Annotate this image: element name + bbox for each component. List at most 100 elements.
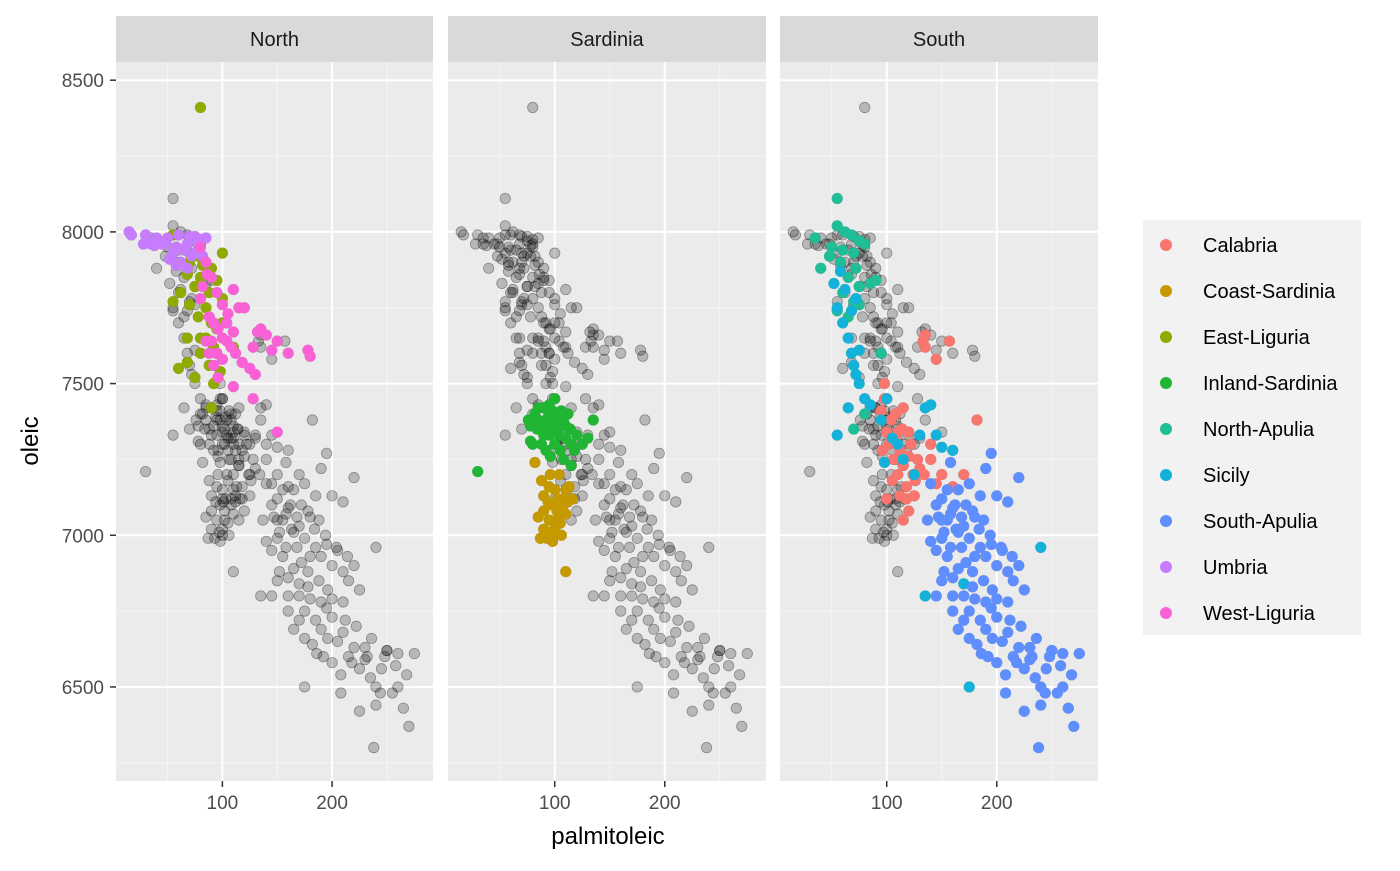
point-east-liguria (205, 402, 217, 414)
point-south-apulia (967, 581, 979, 593)
background-point (496, 253, 508, 265)
background-point (889, 341, 902, 353)
background-point (881, 293, 893, 305)
x-tick-label: 100 (539, 793, 571, 814)
point-south-apulia (980, 463, 992, 475)
background-point (521, 344, 533, 356)
point-west-liguria (266, 344, 278, 356)
background-point (339, 614, 351, 626)
background-point (623, 511, 636, 523)
point-south-apulia (973, 523, 985, 535)
background-point (499, 247, 511, 259)
point-east-liguria (200, 302, 212, 314)
background-point (892, 283, 904, 296)
background-point (543, 274, 555, 287)
background-point (598, 429, 610, 441)
background-point (527, 233, 539, 246)
background-point (359, 641, 371, 654)
background-point (167, 192, 179, 205)
background-point (872, 317, 884, 329)
background-point (606, 526, 618, 538)
background-point (208, 420, 220, 432)
background-point (321, 447, 333, 459)
background-point (609, 514, 621, 526)
point-west-liguria (247, 393, 259, 405)
point-south-apulia (967, 566, 979, 578)
point-inland-sardinia (525, 435, 537, 447)
background-point (403, 720, 415, 732)
background-point (516, 247, 528, 259)
background-point (271, 575, 283, 587)
background-point (513, 268, 526, 280)
point-south-apulia (1013, 472, 1025, 484)
point-sicily (850, 368, 862, 380)
point-inland-sardinia (472, 466, 484, 478)
point-umbria (189, 230, 201, 242)
background-point (883, 505, 895, 517)
background-point (546, 365, 559, 378)
background-point (535, 311, 548, 323)
background-point (233, 402, 245, 414)
legend-key (1160, 561, 1172, 573)
point-umbria (145, 238, 157, 250)
point-sicily (864, 399, 876, 411)
legend: Calabria Coast-Sardinia East-Liguria Inland… (1143, 220, 1361, 635)
point-inland-sardinia (587, 414, 599, 426)
background-point (864, 335, 876, 347)
legend-item-calabria: Calabria (1160, 235, 1278, 257)
background-point (510, 402, 522, 414)
legend-label: Coast-Sardinia (1203, 281, 1336, 303)
background-point (642, 490, 654, 502)
point-south-apulia (1033, 742, 1045, 754)
background-point (571, 505, 583, 517)
point-north-apulia (826, 241, 838, 253)
point-inland-sardinia (542, 411, 554, 423)
background-point (576, 362, 588, 375)
background-point (288, 563, 300, 575)
point-north-apulia (835, 256, 847, 268)
background-point (875, 323, 887, 335)
background-point (804, 465, 816, 478)
background-point (359, 654, 371, 666)
background-point (877, 526, 890, 538)
point-sicily (837, 317, 849, 329)
background-point (639, 638, 651, 651)
background-point (513, 229, 526, 241)
point-west-liguria (194, 241, 206, 253)
point-south-apulia (956, 541, 968, 553)
background-point (335, 669, 347, 681)
background-point (681, 641, 693, 654)
background-point (271, 532, 283, 544)
background-point (722, 660, 735, 672)
background-point (280, 456, 292, 469)
background-point (210, 496, 222, 508)
background-point (499, 302, 511, 314)
background-point (205, 429, 218, 441)
background-point (218, 514, 231, 526)
background-point (873, 532, 885, 544)
background-point (598, 499, 610, 511)
background-point (659, 657, 671, 669)
background-point (540, 317, 552, 329)
background-point (499, 229, 511, 241)
background-point (249, 462, 261, 475)
background-point (670, 566, 682, 578)
background-point (255, 590, 267, 602)
background-point (678, 657, 691, 669)
point-inland-sardinia (544, 450, 556, 462)
background-point (527, 347, 539, 359)
background-point (634, 581, 647, 593)
point-south-apulia (978, 575, 990, 587)
point-calabria (919, 329, 931, 341)
background-point (653, 538, 665, 550)
background-point (271, 493, 283, 505)
background-point (499, 220, 511, 232)
background-point (725, 647, 737, 660)
background-point (288, 526, 300, 538)
background-point (881, 529, 893, 541)
background-point (648, 550, 660, 563)
background-point (288, 623, 300, 635)
legend-item-inland-sardinia: Inland-Sardinia (1160, 373, 1338, 395)
background-point (222, 475, 234, 487)
point-south-apulia (1057, 648, 1069, 660)
